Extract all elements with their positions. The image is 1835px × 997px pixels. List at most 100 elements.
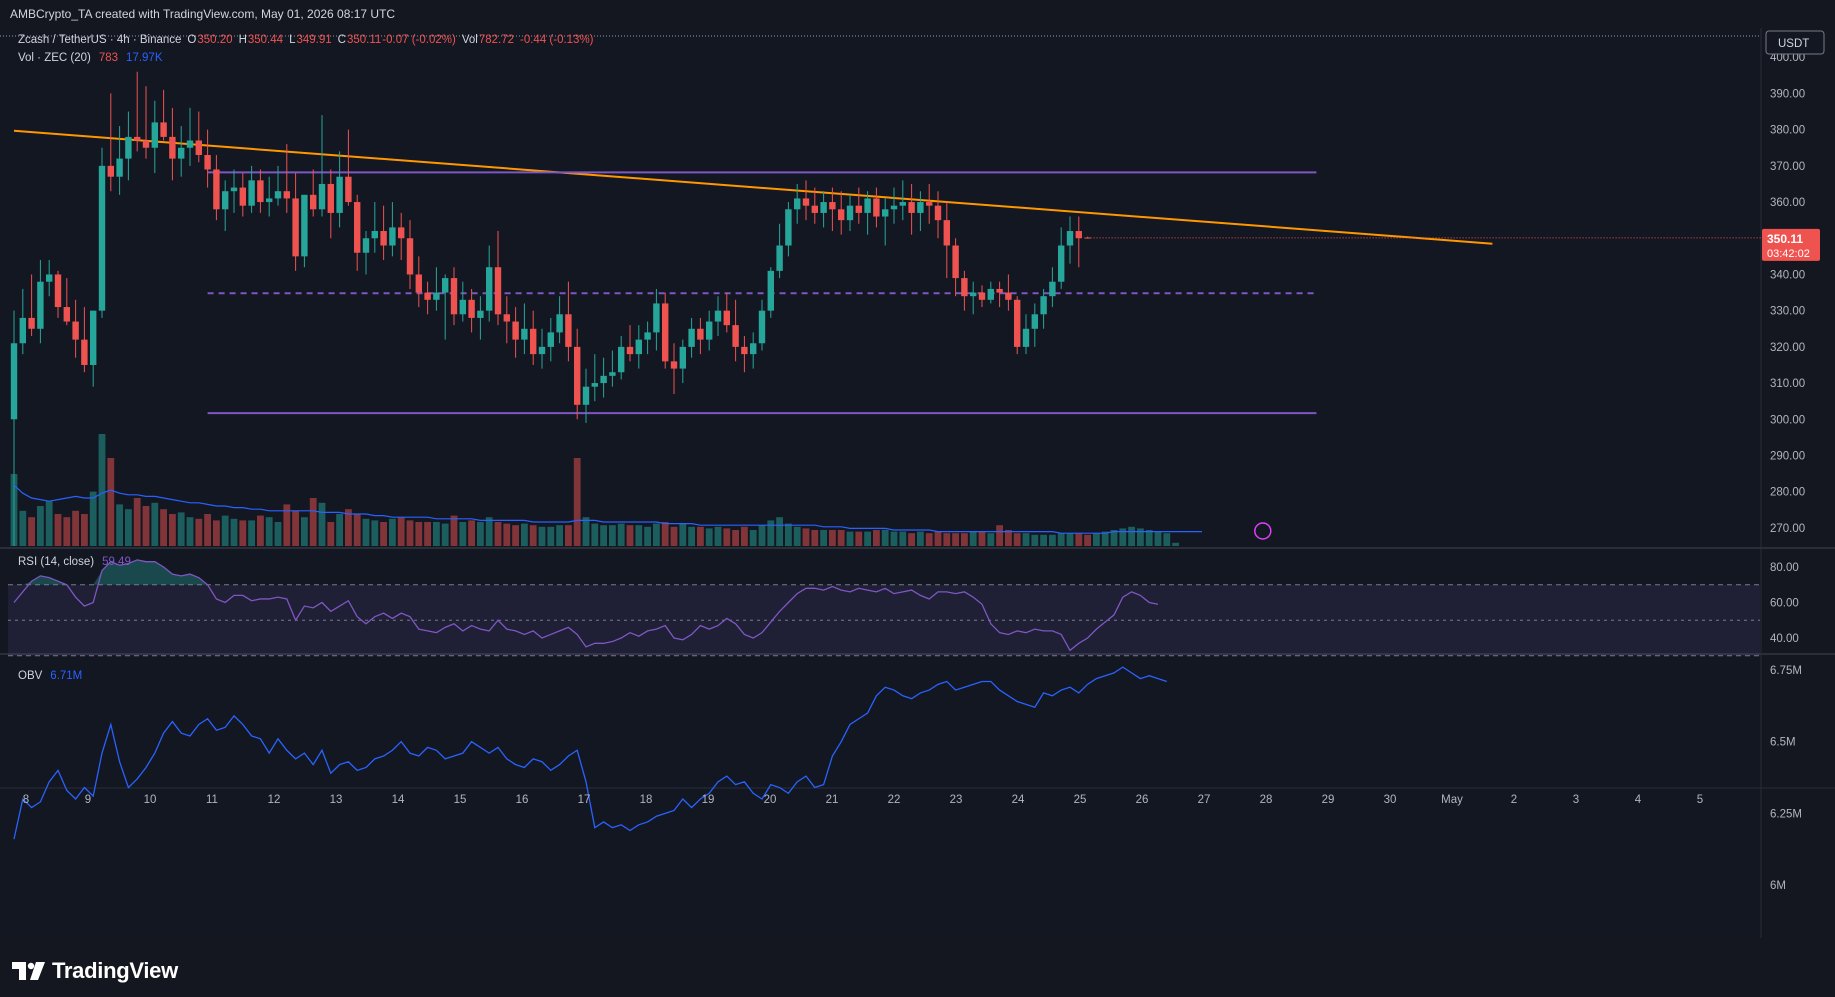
price-tick-label-3: 370.00 xyxy=(1770,161,1805,173)
rsi-label: RSI (14, close) xyxy=(18,556,94,568)
time-tick-label-9: 17 xyxy=(578,794,591,806)
price-tick-label-12: 280.00 xyxy=(1770,487,1805,499)
candle-body xyxy=(468,299,475,318)
volume-bar xyxy=(37,506,44,546)
volume-bar xyxy=(908,533,915,546)
candle-body xyxy=(864,198,871,213)
candle xyxy=(204,129,211,188)
volume-pane xyxy=(10,434,1202,546)
candle xyxy=(785,202,792,257)
volume-bar xyxy=(529,525,537,546)
volume-bar xyxy=(125,509,132,546)
time-tick-label-16: 24 xyxy=(1012,794,1025,806)
candle xyxy=(688,317,695,358)
volume-ma-line xyxy=(13,484,1202,534)
tradingview-logo[interactable]: TradingView xyxy=(12,958,178,984)
candle xyxy=(1040,288,1047,329)
candle xyxy=(829,187,836,232)
candle-body xyxy=(142,140,150,148)
candle-body xyxy=(283,191,290,199)
candle-body xyxy=(494,267,502,315)
volume-bar xyxy=(54,514,62,546)
time-tick-label-2: 10 xyxy=(144,794,157,806)
time-tick-label-23: May xyxy=(1441,794,1463,806)
chart-canvas[interactable]: 400.00390.00380.00370.00360.00350.00340.… xyxy=(0,28,1835,938)
volume-bar xyxy=(705,528,713,546)
volume-bar xyxy=(864,531,871,546)
volume-bar xyxy=(776,517,783,546)
candle-body xyxy=(125,136,132,159)
time-tick-label-19: 27 xyxy=(1198,794,1211,806)
volume-bar xyxy=(978,531,986,546)
candle-body xyxy=(653,303,660,333)
candle xyxy=(609,350,616,387)
volume-bar xyxy=(468,520,475,546)
candle-body xyxy=(266,198,273,203)
candle-body xyxy=(398,227,405,239)
candle-body xyxy=(239,187,246,206)
candle-body xyxy=(116,158,123,177)
candle-body xyxy=(81,339,88,365)
candle xyxy=(371,202,378,253)
candle-body xyxy=(600,375,607,384)
candle-body xyxy=(838,209,845,221)
candle-body xyxy=(609,372,616,376)
candle xyxy=(398,212,405,260)
ohlc-key-2: L xyxy=(289,34,296,46)
candle-body xyxy=(635,339,642,355)
volume-bar xyxy=(477,522,484,546)
candle-body xyxy=(424,292,431,300)
candle-body xyxy=(776,245,783,271)
ohlc-value-0: 350.20 xyxy=(197,34,232,46)
currency-box xyxy=(1765,30,1825,55)
candle-body xyxy=(943,220,950,246)
volume-bar xyxy=(837,530,845,546)
candle xyxy=(274,165,282,206)
header-strip xyxy=(0,28,1835,34)
candle-body xyxy=(213,169,220,210)
candle-body xyxy=(908,202,915,213)
obv-pane: OBV 6.71M xyxy=(13,666,1168,840)
time-tick-label-15: 23 xyxy=(950,794,963,806)
candle xyxy=(802,180,810,221)
volume-bar xyxy=(617,523,625,546)
candle xyxy=(477,296,484,340)
candle xyxy=(186,107,194,166)
volume-bar xyxy=(336,514,343,546)
candle xyxy=(134,71,141,152)
candle xyxy=(151,100,158,174)
volume-bar xyxy=(371,520,379,546)
candle xyxy=(1031,303,1038,347)
candle-body xyxy=(688,328,695,347)
candle-body xyxy=(486,267,493,311)
candle xyxy=(943,202,950,279)
obv-legend: OBV 6.71M xyxy=(18,670,82,682)
volume-bar xyxy=(714,526,722,546)
bottom-bar xyxy=(0,942,1835,997)
candle-body xyxy=(72,321,79,340)
time-tick-label-0: 8 xyxy=(23,794,29,806)
candle xyxy=(1005,274,1012,311)
chart-area[interactable]: 400.00390.00380.00370.00360.00350.00340.… xyxy=(0,28,1835,938)
candle-body xyxy=(450,278,458,315)
candle-body xyxy=(222,191,229,210)
volume-bar xyxy=(1013,533,1021,546)
candle-body xyxy=(626,346,634,355)
price-tick-label-2: 380.00 xyxy=(1770,125,1805,137)
candle xyxy=(248,165,255,213)
price-tick-label-10: 300.00 xyxy=(1770,414,1805,426)
volume-bar xyxy=(151,502,159,546)
volume-bar xyxy=(265,517,273,546)
candle xyxy=(98,147,106,318)
candle xyxy=(1022,314,1030,355)
candle-body xyxy=(327,183,334,213)
volume-bar xyxy=(881,530,889,546)
candle-body xyxy=(274,191,282,199)
candle xyxy=(873,187,880,228)
candle-body xyxy=(1066,231,1074,246)
volume-ma-value: 17.97K xyxy=(126,52,163,64)
ohlc-value-2: 349.91 xyxy=(296,34,331,46)
volume-bar xyxy=(397,517,405,546)
candle xyxy=(1014,296,1021,355)
candle-body xyxy=(521,328,528,340)
